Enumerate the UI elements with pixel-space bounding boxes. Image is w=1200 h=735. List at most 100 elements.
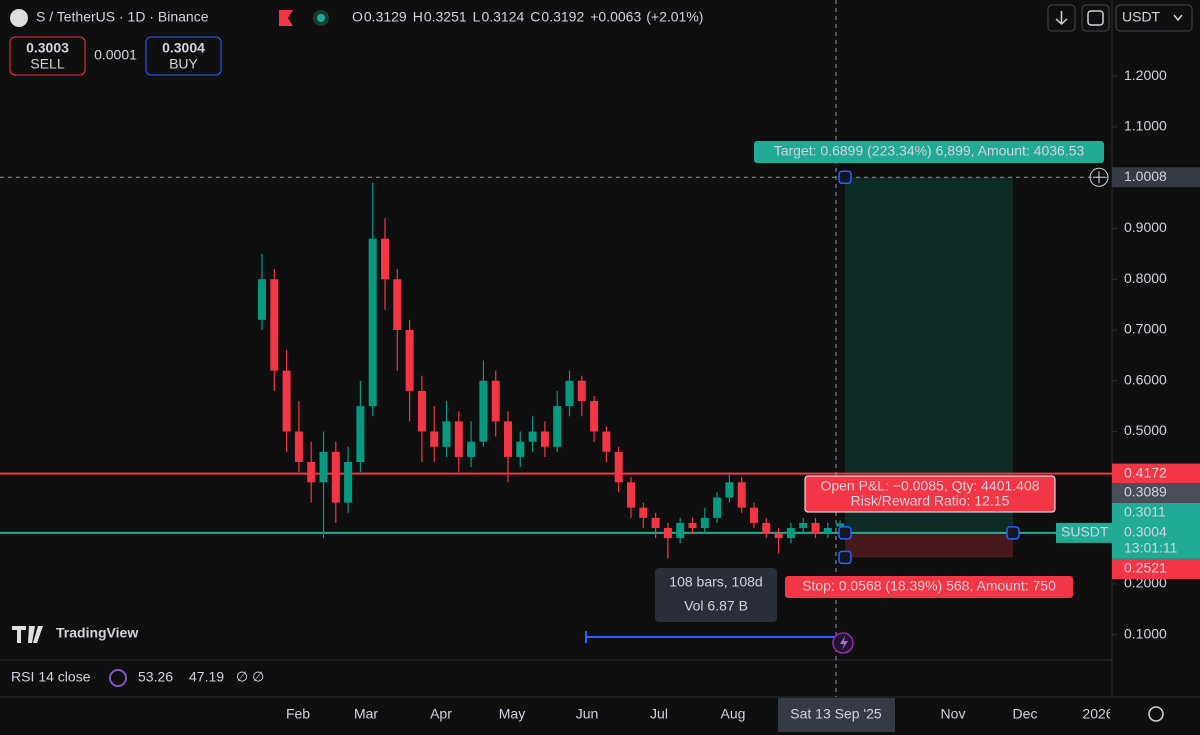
target-label-box	[754, 141, 1104, 163]
gray-badge: 0.3089	[1124, 484, 1167, 500]
status-dot	[317, 14, 325, 22]
y-tick-label: 0.6000	[1124, 371, 1167, 387]
symbol-tag: SUSDT	[1061, 524, 1109, 540]
resistance-badge: 0.4172	[1124, 464, 1167, 480]
handle[interactable]	[838, 526, 852, 540]
candle-body	[516, 441, 525, 457]
candle-body	[417, 390, 426, 432]
x-tick-label: Feb	[286, 706, 310, 722]
candle-body	[368, 238, 377, 407]
alert-bolt	[840, 636, 848, 650]
handle[interactable]	[838, 550, 852, 565]
symbol-tag-bg	[1056, 522, 1112, 543]
layout-btn[interactable]	[1081, 4, 1110, 32]
download-btn[interactable]	[1047, 4, 1076, 32]
handle[interactable]	[838, 170, 852, 185]
candle-body	[614, 451, 623, 483]
measure-bars: 108 bars, 108d	[669, 574, 762, 590]
x-tick-label: Dec	[1013, 706, 1038, 722]
candle-body	[430, 431, 439, 447]
pnl-label: Open P&L: −0.0085, Qty: 4401.408	[820, 478, 1039, 494]
spread: 0.0001	[94, 47, 137, 63]
rsi-params: 14 close	[38, 669, 90, 685]
rsi-extra: ∅ ∅	[236, 669, 264, 685]
handle[interactable]	[1006, 526, 1020, 540]
y-tick-label: 0.7000	[1124, 321, 1167, 337]
stop-zone	[845, 532, 1013, 558]
buy-text[interactable]: BUY	[169, 56, 198, 72]
candle-body	[454, 421, 463, 457]
ohlc-key: L	[473, 9, 481, 25]
rsi-v2: 47.19	[189, 669, 224, 685]
countdown: 13:01:11	[1124, 540, 1178, 556]
crosshair-time-bg	[778, 698, 895, 732]
y-tick-label: 0.8000	[1124, 270, 1167, 286]
x-tick-label: May	[499, 706, 525, 722]
gray-badge-bg	[1112, 483, 1200, 503]
candle-body	[319, 451, 328, 483]
pnl-box	[804, 475, 1056, 513]
change: +0.0063	[590, 9, 641, 25]
candle-body	[811, 522, 820, 534]
crosshair-plus[interactable]	[1089, 167, 1109, 187]
candle-body	[786, 528, 795, 539]
candle-body	[639, 507, 648, 518]
candle-body	[762, 522, 771, 534]
ohlc-key: C	[530, 9, 540, 25]
candle-body	[823, 528, 832, 534]
candle-body	[356, 406, 365, 462]
candle-body	[381, 238, 389, 280]
stop-label: Stop: 0.0568 (18.39%) 568, Amount: 750	[802, 578, 1056, 594]
candle-body	[651, 517, 660, 528]
candle-body	[504, 421, 512, 457]
candle-body	[590, 401, 599, 432]
buy-btn[interactable]	[145, 36, 222, 76]
x-tick-label: Jul	[650, 706, 668, 722]
currency-btn[interactable]	[1115, 4, 1193, 32]
year-fade	[1110, 700, 1146, 730]
rsi-icon[interactable]	[109, 669, 127, 687]
stop-label-box	[785, 576, 1073, 598]
candle-body	[307, 462, 316, 483]
candle-body	[799, 522, 808, 528]
candle-body	[627, 482, 635, 508]
candle-body	[270, 279, 279, 371]
candle-body	[442, 421, 451, 447]
candle-body	[540, 431, 549, 447]
candle-body	[602, 431, 611, 452]
candle-body	[344, 462, 353, 503]
candle-body	[663, 528, 672, 539]
ohlc-value: 0.3251	[424, 9, 467, 25]
candle-body	[750, 507, 758, 523]
candle-body	[553, 406, 562, 447]
settings-btn[interactable]	[1148, 706, 1164, 722]
crosshair-time: Sat 13 Sep '25	[790, 706, 882, 722]
currency[interactable]: USDT	[1122, 9, 1161, 25]
sell-text[interactable]: SELL	[30, 56, 64, 72]
brand: TradingView	[56, 625, 138, 641]
plus-icon	[1093, 171, 1105, 184]
sell-price[interactable]: 0.3003	[26, 40, 69, 56]
candle-body	[405, 330, 414, 391]
y-tick-label: 0.9000	[1124, 219, 1167, 235]
candle-body	[713, 497, 722, 518]
change-pct: (+2.01%)	[646, 9, 703, 25]
entry-badge: 0.3004	[1124, 524, 1167, 540]
candle-body	[258, 279, 266, 320]
x-tick-label: Jun	[576, 706, 599, 722]
x-tick-label: Aug	[721, 706, 746, 722]
candle-body	[331, 451, 340, 503]
ohlc-value: 0.3192	[541, 9, 584, 25]
measure-vol: Vol 6.87 B	[684, 598, 748, 614]
brand-logo	[12, 626, 43, 643]
buy-price[interactable]: 0.3004	[162, 40, 205, 56]
candle-body	[836, 523, 845, 527]
flag-icon[interactable]	[279, 10, 293, 26]
currency-caret	[1173, 14, 1183, 22]
candle-body	[491, 380, 500, 422]
candle-body	[479, 380, 488, 442]
candle-body	[725, 482, 734, 498]
sell-btn[interactable]	[9, 36, 86, 76]
